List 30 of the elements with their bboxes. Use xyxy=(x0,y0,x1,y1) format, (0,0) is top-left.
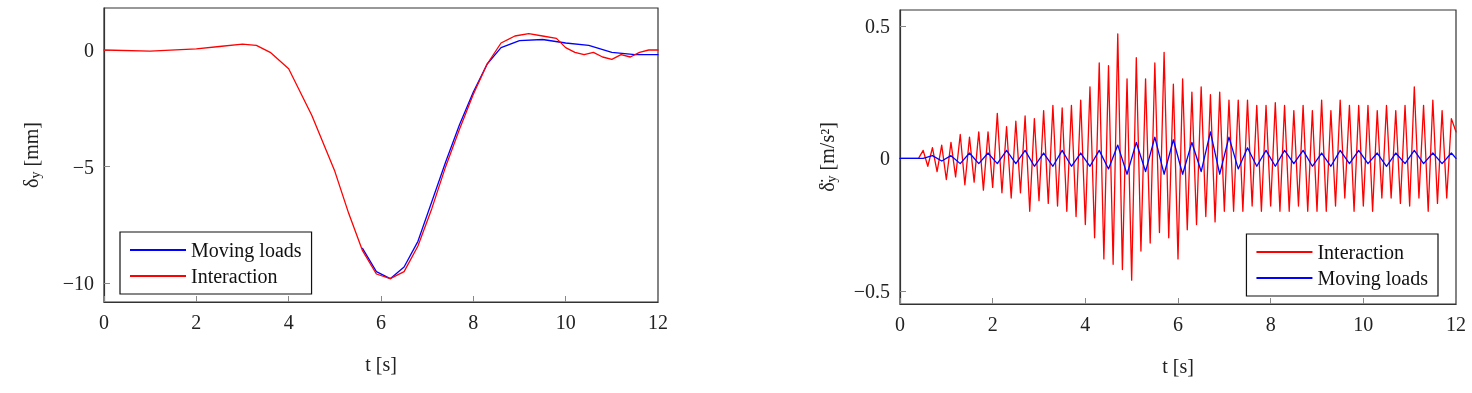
y-tick-label: −0.5 xyxy=(853,279,890,302)
x-tick-label: 0 xyxy=(895,313,905,335)
x-tick-label: 2 xyxy=(987,313,998,335)
x-axis-title: t [s] xyxy=(1162,355,1194,377)
x-tick-label: 8 xyxy=(1265,313,1276,335)
x-tick-label: 6 xyxy=(1173,313,1183,335)
legend-label: Interaction xyxy=(1317,241,1405,263)
x-tick-label: 10 xyxy=(1353,313,1374,335)
x-tick-label: 0 xyxy=(99,311,109,333)
x-tick-label: 4 xyxy=(283,311,294,333)
y-axis-title: δy [mm] xyxy=(20,122,43,188)
y-tick-label: 0.5 xyxy=(865,14,890,37)
y-tick-label: −10 xyxy=(62,272,94,295)
x-tick-label: 12 xyxy=(648,311,668,333)
x-axis-title: t [s] xyxy=(365,353,397,375)
line-series xyxy=(361,38,659,280)
x-tick-label: 10 xyxy=(555,311,576,333)
x-tick-label: 12 xyxy=(1446,313,1466,335)
legend-label: Interaction xyxy=(191,265,278,287)
legend-label: Moving loads xyxy=(191,239,302,262)
x-tick-label: 8 xyxy=(468,311,479,333)
y-tick-label: 0 xyxy=(880,147,890,170)
x-tick-label: 2 xyxy=(191,311,202,333)
y-axis-title: δ̈y [m/s²] xyxy=(816,122,839,192)
line-series xyxy=(899,131,1457,175)
y-tick-label: −5 xyxy=(72,155,94,178)
legend-label: Moving loads xyxy=(1317,267,1429,290)
y-tick-label: 0 xyxy=(84,39,94,61)
x-tick-label: 6 xyxy=(376,311,386,333)
x-tick-label: 4 xyxy=(1080,313,1091,335)
